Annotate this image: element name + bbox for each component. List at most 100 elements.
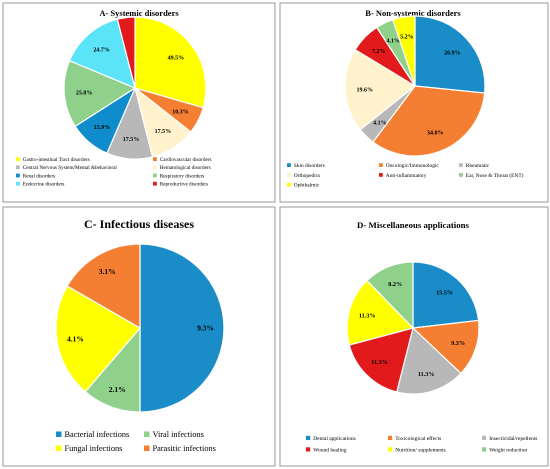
legend-label: Toxicological effects — [395, 435, 441, 442]
legend-label: Hematological disorders — [160, 165, 211, 171]
data-label: 26.9% — [444, 50, 461, 56]
legend-item: Wound healing — [306, 447, 347, 454]
legend-item: Insecticidal/repellents — [482, 435, 537, 442]
legend-label: Dental applications — [313, 436, 356, 442]
data-label: 3.1% — [99, 267, 116, 276]
data-label: 19.6% — [356, 87, 373, 93]
legend-swatch — [153, 181, 157, 186]
legend-swatch — [482, 447, 487, 452]
legend-item: Central Nervous System/Mental &behaviora… — [16, 165, 117, 171]
legend-item: Nutrition/ supplements — [388, 447, 446, 454]
legend-label: Parasitic infections — [153, 444, 216, 453]
legend-item: Renal disorders — [16, 173, 55, 179]
data-label: 8.2% — [388, 281, 402, 288]
pie-slice-parasitic-infections — [66, 243, 141, 330]
chart-panel-0: A- Systemic disorders 49.5% 10.3% 17.5% 17.5… — [2, 2, 276, 203]
pie-slice-fungal-infections — [55, 285, 141, 393]
data-label: 5.2% — [400, 34, 414, 40]
legend-swatch — [56, 431, 62, 437]
data-label: 2.1% — [109, 385, 126, 394]
chart-panel-3: D- Miscellaneous applications 15.5% 9.3% 11… — [279, 206, 549, 467]
legend-label: Ear, Nose & Throat (ENT) — [466, 172, 524, 179]
legend-item: Cardiovascular disorders — [153, 157, 212, 163]
legend-item: Dental applications — [306, 435, 356, 442]
data-label: 11.3% — [371, 359, 388, 366]
pie-slice-toxicological-effects — [411, 319, 480, 375]
legend-label: Renal disorders — [23, 173, 55, 179]
legend-item: Respiratory disorders — [153, 173, 204, 179]
legend-item: Ophthalmic — [287, 183, 320, 189]
legend-swatch — [379, 173, 383, 177]
pie-slice-oncologic-immunologic — [372, 85, 486, 157]
data-label: 34.0% — [427, 130, 444, 136]
pie-slice-insecticidal-repellents — [396, 326, 462, 395]
legend-swatch — [144, 445, 150, 451]
legend-swatch — [153, 157, 157, 161]
pie-slice-dental-applications — [412, 261, 480, 329]
legend-item: Skin disorders — [287, 163, 325, 169]
data-label: 17.5% — [123, 137, 140, 143]
legend-swatch — [153, 173, 157, 178]
legend-swatch — [459, 173, 463, 177]
legend-label: Viral infections — [153, 430, 204, 439]
legend-label: Cardiovascular disorders — [160, 157, 212, 163]
data-label: 25.8% — [76, 91, 93, 97]
data-label: 15.9% — [94, 125, 111, 131]
data-label: 7.2% — [372, 49, 386, 55]
legend-label: Nutrition/ supplements — [395, 448, 446, 454]
legend-swatch — [16, 165, 20, 170]
legend-swatch — [287, 182, 291, 187]
legend-item: Reproductive disorders — [153, 182, 208, 188]
legend-swatch — [287, 163, 291, 167]
legend-swatch — [306, 447, 311, 452]
legend-item: Parasitic infections — [144, 444, 216, 453]
legend-item: Oncologic/Immunologic — [379, 163, 439, 169]
legend-swatch — [306, 435, 311, 440]
legend-swatch — [56, 445, 62, 451]
legend-swatch — [482, 435, 487, 440]
pie — [346, 261, 480, 395]
data-label: 10.3% — [172, 109, 189, 115]
chart-title: D- Miscellaneous applications — [357, 220, 469, 230]
legend-swatch — [153, 165, 157, 170]
legend-label: Gastro-intestinal Tract disorders — [23, 157, 90, 163]
legend-label: Orthopedics — [294, 173, 320, 179]
legend-swatch — [388, 435, 393, 440]
data-label: 4.1% — [386, 39, 400, 45]
legend-label: Respiratory disorders — [160, 173, 205, 179]
pie — [344, 15, 486, 157]
data-label: 9.3% — [451, 340, 465, 347]
chart-title: C- Infectious diseases — [84, 217, 194, 231]
pie-slice-respiratory-disorders — [63, 59, 137, 128]
legend-item: Anti-inflammatory — [379, 172, 427, 179]
legend-label: Bacterial infections — [65, 430, 130, 439]
legend-label: Weight reduction — [489, 448, 527, 454]
legend-swatch — [379, 163, 383, 167]
legend-label: Central Nervous System/Mental &behaviora… — [23, 165, 118, 171]
pie-slice-weight-reduction — [366, 261, 414, 330]
legend-item: Toxicological effects — [388, 435, 441, 442]
legend-item: Hematological disorders — [153, 165, 211, 171]
legend-label: Skin disorders — [294, 163, 325, 169]
legend-label: Ophthalmic — [294, 183, 320, 189]
pie — [63, 16, 207, 160]
legend: Bacterial infections Viral infections Fung… — [56, 430, 216, 453]
pie-slice-reproductive-disorders — [116, 16, 136, 89]
data-label: 11.3% — [418, 371, 435, 378]
chart-title: A- Systemic disorders — [99, 8, 179, 18]
legend-label: Anti-inflammatory — [386, 172, 427, 179]
legend-label: Insecticidal/repellents — [489, 436, 537, 442]
pie — [55, 243, 225, 413]
legend-item: Weight reduction — [482, 447, 527, 454]
pie-slice-nutrition-supplements — [346, 279, 415, 346]
legend-label: Rheumatic — [466, 163, 490, 169]
data-label: 11.3% — [359, 313, 376, 320]
legend: Skin disorders Oncologic/Immunologic Rheum… — [287, 163, 524, 189]
data-label: 24.7% — [93, 47, 110, 53]
legend-label: Fungal infections — [65, 444, 123, 453]
pie-slice-orthopedics — [344, 48, 417, 131]
legend-item: Orthopedics — [287, 173, 320, 179]
legend-label: Wound healing — [313, 448, 347, 454]
legend-item: Ear, Nose & Throat (ENT) — [459, 172, 524, 179]
